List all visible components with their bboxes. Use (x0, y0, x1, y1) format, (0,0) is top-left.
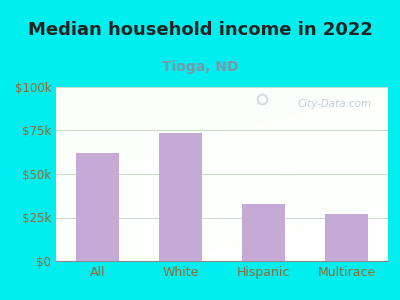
Text: Median household income in 2022: Median household income in 2022 (28, 21, 372, 39)
Text: City-Data.com: City-Data.com (297, 99, 371, 109)
Bar (76, 153, 119, 261)
Text: Tioga, ND: Tioga, ND (162, 60, 238, 74)
Bar (325, 214, 368, 261)
Bar (242, 204, 285, 261)
Bar (159, 133, 202, 261)
